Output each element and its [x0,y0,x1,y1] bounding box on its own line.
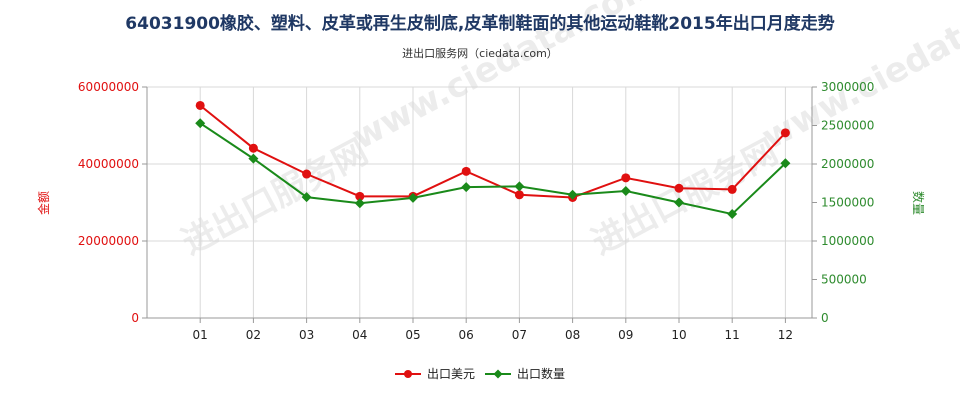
svg-text:进出口服务网: 进出口服务网 [175,132,374,263]
right-tick-label-0: 0 [821,311,829,325]
left-tick-label-2: 40000000 [78,157,139,171]
series-0-point-5 [461,166,471,176]
right-tick-label-4: 2000000 [821,157,874,171]
series-0-point-3 [355,191,365,201]
left-tick-label-0: 0 [131,311,139,325]
series-1-point-4 [408,192,418,203]
series-1-point-1 [248,153,259,164]
x-tick-label-11: 12 [778,328,793,342]
series-0-point-2 [302,169,312,179]
series-0-point-8 [621,173,631,183]
series-0-point-9 [674,183,684,193]
right-axis-label: 数量 [911,191,926,215]
x-tick-label-3: 04 [352,328,367,342]
series-line-0 [199,104,787,199]
series-0-point-6 [514,190,524,200]
legend: 出口美元 出口数量 [395,366,565,381]
x-tick-label-2: 03 [299,328,314,342]
x-tick-label-1: 02 [246,328,261,342]
left-axis-ticks: 0 20000000 40000000 60000000 [78,80,147,325]
x-tick-label-0: 01 [193,328,208,342]
x-tick-label-9: 10 [671,328,686,342]
series-1-point-10 [727,209,738,220]
left-tick-label-3: 60000000 [78,80,139,94]
legend-label-1: 出口数量 [517,366,565,381]
x-tick-label-4: 05 [405,328,420,342]
series-0-point-10 [727,184,737,194]
legend-marker-1 [493,369,503,379]
series-line-1 [199,122,787,216]
series-1-point-6 [514,181,525,192]
right-axis-ticks: 0 500000 1000000 1500000 2000000 2500000 30000… [812,80,874,325]
right-tick-label-1: 500000 [821,273,867,287]
svg-text:进出口服务网: 进出口服务网 [585,132,784,263]
right-tick-label-3: 1500000 [821,196,874,210]
legend-label-0: 出口美元 [427,367,475,381]
x-axis-ticks: 01 02 03 04 05 06 07 08 09 10 11 12 [193,318,793,342]
series-layer [195,100,791,220]
series-1-point-0 [195,118,206,129]
right-tick-label-2: 1000000 [821,234,874,248]
series-0-point-1 [248,143,258,153]
left-tick-label-1: 20000000 [78,234,139,248]
chart-title: 64031900橡胶、塑料、皮革或再生皮制底,皮革制鞋面的其他运动鞋靴2015年… [125,13,834,34]
series-0-point-11 [780,128,790,138]
left-axis-label: 金额 [36,191,51,215]
right-tick-label-5: 2500000 [821,119,874,133]
x-tick-label-10: 11 [725,328,740,342]
series-0-point-0 [195,100,205,110]
x-tick-label-7: 08 [565,328,580,342]
series-1-point-3 [354,198,365,209]
series-1-point-2 [301,192,312,203]
series-1-point-9 [674,197,684,208]
series-1-point-8 [620,185,631,196]
series-1-point-5 [461,182,472,193]
legend-marker-0 [404,370,412,378]
chart-subtitle: 进出口服务网（ciedata.com） [402,46,558,60]
x-tick-label-6: 07 [512,328,527,342]
series-1-point-11 [780,158,791,169]
x-tick-label-5: 06 [459,328,474,342]
right-tick-label-6: 3000000 [821,80,874,94]
series-1-point-7 [567,189,578,200]
x-tick-label-8: 09 [618,328,633,342]
